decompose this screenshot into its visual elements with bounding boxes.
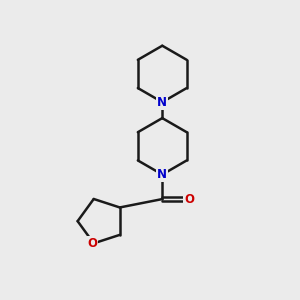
Text: N: N xyxy=(157,96,167,109)
Text: O: O xyxy=(88,237,98,250)
Text: N: N xyxy=(157,168,167,181)
Text: O: O xyxy=(184,193,194,206)
